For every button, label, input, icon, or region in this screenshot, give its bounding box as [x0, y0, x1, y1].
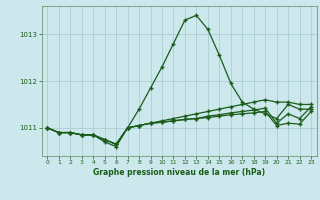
X-axis label: Graphe pression niveau de la mer (hPa): Graphe pression niveau de la mer (hPa)	[93, 168, 265, 177]
